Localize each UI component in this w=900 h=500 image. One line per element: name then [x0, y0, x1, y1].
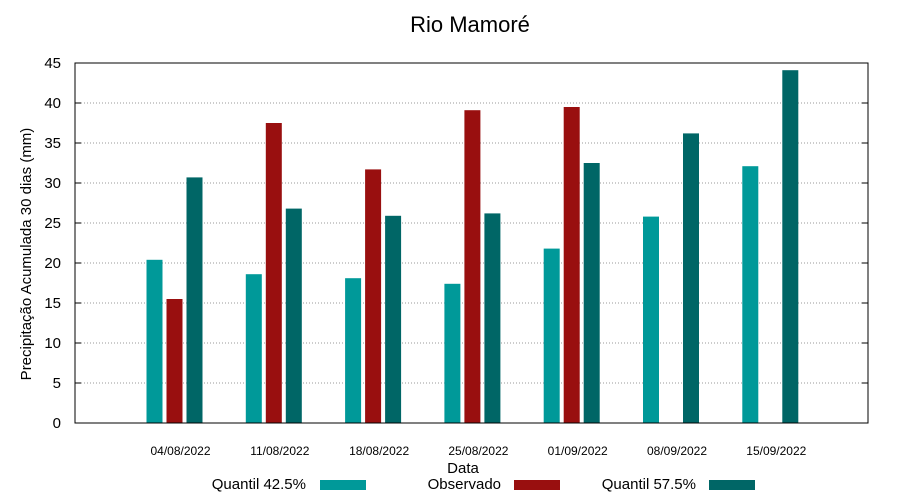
bar — [345, 278, 362, 423]
bar — [543, 248, 560, 423]
bar — [643, 216, 659, 423]
y-tick-label: 30 — [44, 175, 61, 192]
bar — [484, 213, 501, 423]
y-tick-label: 35 — [44, 135, 61, 152]
bar — [146, 259, 163, 423]
bar — [166, 299, 183, 423]
bar — [444, 283, 461, 423]
y-tick-label: 5 — [53, 375, 61, 392]
x-tick-label: 08/09/2022 — [647, 444, 707, 458]
x-axis-label: Data — [447, 460, 479, 477]
x-tick-label: 25/08/2022 — [448, 444, 508, 458]
x-tick-label: 11/08/2022 — [250, 444, 309, 458]
bar — [563, 107, 580, 423]
bar — [742, 166, 759, 423]
legend: Quantil 42.5% Observado Quantil 57.5% — [212, 476, 755, 493]
bar — [186, 177, 203, 423]
legend-label: Quantil 42.5% — [212, 476, 306, 493]
x-tick-label: 15/09/2022 — [746, 444, 806, 458]
x-axis: 04/08/2022 11/08/2022 18/08/2022 25/08/2022… — [150, 444, 806, 458]
plot-frame — [74, 62, 869, 424]
y-tick-label: 15 — [44, 295, 61, 312]
y-axis: 0 5 10 15 20 25 30 35 40 45 — [44, 55, 868, 432]
bar — [365, 169, 382, 423]
y-tick-label: 25 — [44, 215, 61, 232]
bar — [782, 70, 799, 423]
y-tick-label: 10 — [44, 335, 61, 352]
x-tick-label: 01/09/2022 — [548, 444, 608, 458]
bar — [245, 274, 262, 423]
y-tick-label: 40 — [44, 95, 61, 112]
bar — [464, 110, 481, 423]
chart-title: Rio Mamoré — [410, 12, 530, 37]
x-tick-label: 18/08/2022 — [349, 444, 409, 458]
y-axis-label: Precipitação Acumulada 30 dias (mm) — [18, 128, 35, 381]
y-tick-label: 45 — [44, 55, 61, 72]
x-tick-label: 04/08/2022 — [150, 444, 210, 458]
y-tick-label: 20 — [44, 255, 61, 272]
legend-swatch — [709, 480, 755, 490]
y-tick-label: 0 — [53, 415, 61, 432]
legend-label: Quantil 57.5% — [602, 476, 696, 493]
bar — [265, 123, 282, 423]
bar — [583, 163, 600, 423]
bar — [285, 208, 302, 423]
legend-label: Observado — [428, 476, 501, 493]
bar — [385, 215, 402, 423]
bars — [146, 70, 799, 423]
legend-swatch — [320, 480, 366, 490]
bar — [683, 133, 699, 423]
legend-swatch — [514, 480, 560, 490]
